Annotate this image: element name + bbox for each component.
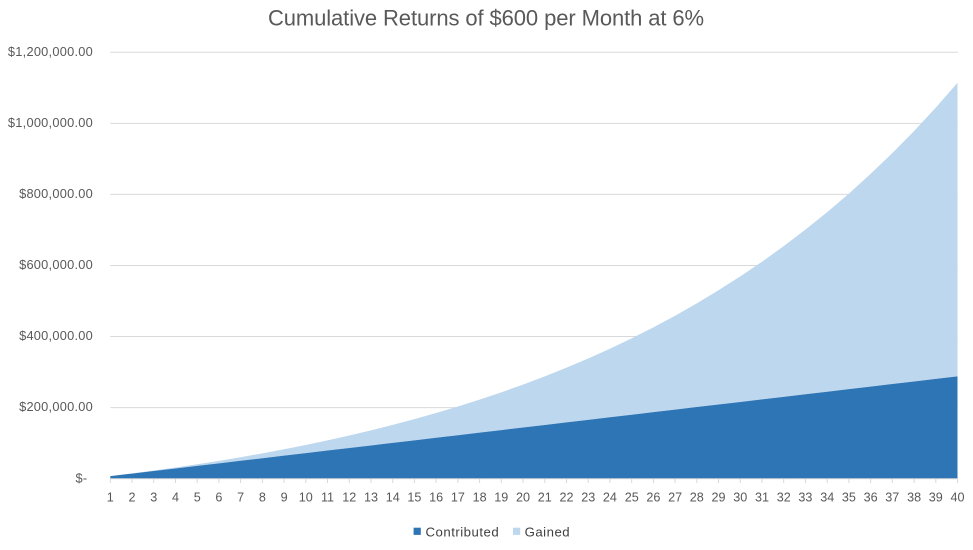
svg-text:Gained: Gained [525,525,571,540]
svg-text:34: 34 [820,491,834,505]
svg-text:10: 10 [299,491,313,505]
svg-text:40: 40 [950,491,964,505]
svg-text:6: 6 [215,491,222,505]
svg-text:13: 13 [364,491,378,505]
svg-text:8: 8 [259,491,266,505]
svg-text:$600,000.00: $600,000.00 [19,257,93,272]
svg-text:23: 23 [581,491,595,505]
svg-text:$200,000.00: $200,000.00 [19,399,93,414]
svg-text:$800,000.00: $800,000.00 [19,186,93,201]
svg-text:11: 11 [321,491,334,505]
svg-text:2: 2 [128,491,135,505]
svg-text:5: 5 [194,491,201,505]
svg-text:21: 21 [538,491,552,505]
svg-text:36: 36 [864,491,878,505]
svg-text:15: 15 [407,491,421,505]
svg-text:24: 24 [603,491,617,505]
svg-text:26: 26 [646,491,660,505]
svg-text:7: 7 [237,491,244,505]
svg-text:20: 20 [516,491,530,505]
svg-text:30: 30 [733,491,747,505]
svg-text:1: 1 [107,491,114,505]
svg-text:37: 37 [885,491,899,505]
svg-text:28: 28 [690,491,704,505]
svg-text:25: 25 [625,491,639,505]
svg-text:19: 19 [494,491,508,505]
svg-text:4: 4 [172,491,179,505]
svg-text:Contributed: Contributed [426,525,500,540]
svg-text:32: 32 [777,491,791,505]
svg-text:17: 17 [451,491,465,505]
svg-text:16: 16 [429,491,443,505]
svg-text:Cumulative Returns of $600 per: Cumulative Returns of $600 per Month at … [268,6,704,31]
svg-text:31: 31 [755,491,769,505]
svg-text:27: 27 [668,491,682,505]
svg-text:$-: $- [76,470,88,485]
svg-text:38: 38 [907,491,921,505]
svg-text:$400,000.00: $400,000.00 [19,328,93,343]
svg-text:9: 9 [281,491,288,505]
svg-text:12: 12 [342,491,356,505]
svg-text:35: 35 [842,491,856,505]
svg-text:$1,200,000.00: $1,200,000.00 [8,44,93,59]
svg-text:33: 33 [798,491,812,505]
svg-text:18: 18 [473,491,487,505]
svg-text:$1,000,000.00: $1,000,000.00 [8,115,93,130]
svg-text:29: 29 [711,491,725,505]
svg-text:39: 39 [929,491,943,505]
svg-text:14: 14 [386,491,400,505]
svg-text:22: 22 [559,491,573,505]
svg-text:3: 3 [150,491,157,505]
